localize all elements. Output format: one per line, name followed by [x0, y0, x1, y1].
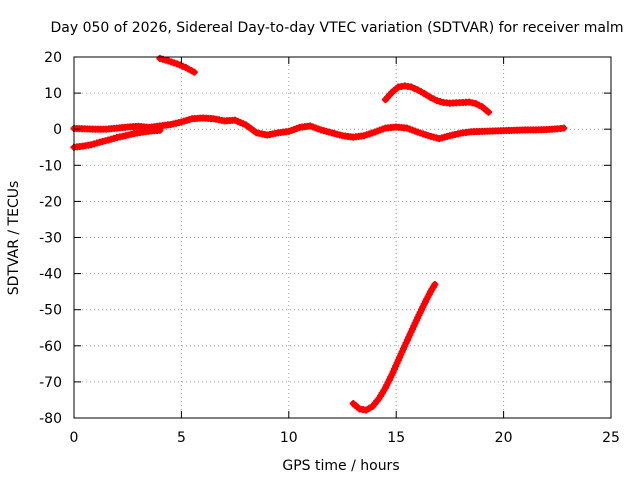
chart-title: Day 050 of 2026, Sidereal Day-to-day VTE… [51, 20, 624, 36]
series-main-track [70, 114, 568, 143]
y-tick-label: -20 [39, 194, 62, 210]
series-low-track [70, 126, 164, 151]
series-afternoon-high-track [381, 82, 493, 116]
y-tick-label: 20 [44, 50, 62, 66]
y-tick-label: -40 [39, 267, 62, 283]
x-tick-label: 10 [280, 430, 298, 446]
x-tick-label: 0 [70, 430, 79, 446]
y-axis-label: SDTVAR / TECUs [6, 181, 22, 296]
y-tick-label: -10 [39, 158, 62, 174]
y-tick-label: -70 [39, 375, 62, 391]
y-tick-label: -60 [39, 339, 62, 355]
y-tick-label: 10 [44, 86, 62, 102]
grid-layer [74, 57, 611, 418]
series-deep-track [349, 280, 439, 414]
y-tick-label: -80 [39, 411, 62, 427]
x-tick-label: 5 [177, 430, 186, 446]
y-tick-label: 0 [53, 122, 62, 138]
data-layer [70, 54, 568, 414]
axis-layer: 0 5 10 15 20 25 20 10 0 -10 -20 -30 -40 -50 -60 -70 -80 [39, 50, 620, 446]
x-axis-label: GPS time / hours [282, 458, 399, 474]
y-tick-label: -30 [39, 231, 62, 247]
series-early-high-track [156, 54, 198, 76]
series-line [350, 281, 438, 414]
x-tick-label: 15 [387, 430, 405, 446]
x-tick-label: 25 [602, 430, 620, 446]
x-tick-label: 20 [495, 430, 513, 446]
y-tick-label: -50 [39, 303, 62, 319]
